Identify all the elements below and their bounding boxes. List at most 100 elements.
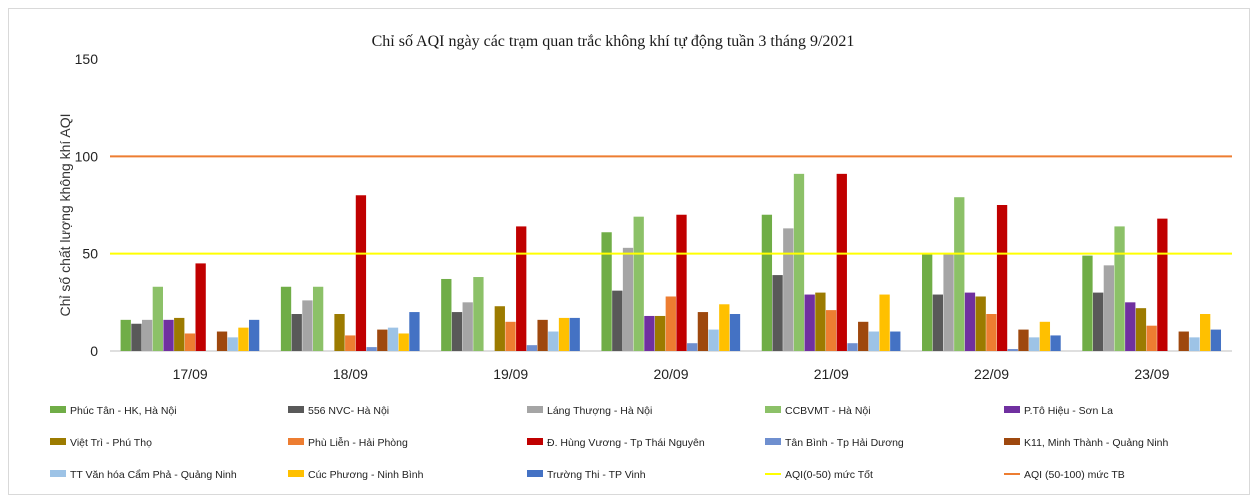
- bar: [964, 292, 976, 351]
- bar: [847, 343, 858, 351]
- bar: [783, 228, 794, 351]
- bar: [227, 337, 238, 351]
- bar: [302, 300, 313, 351]
- bar: [516, 226, 527, 351]
- bar: [644, 315, 655, 351]
- bar: [1039, 321, 1051, 351]
- bar: [141, 319, 153, 351]
- bar: [163, 319, 174, 351]
- bar: [1178, 331, 1189, 351]
- legend-label: Tân Bình - Tp Hải Dương: [785, 437, 904, 449]
- bar: [345, 335, 356, 351]
- bar: [441, 278, 452, 351]
- bar: [131, 323, 142, 351]
- bar: [1007, 349, 1018, 351]
- bar: [815, 292, 826, 351]
- bar: [1082, 255, 1093, 351]
- bar: [1210, 329, 1222, 351]
- bar: [1157, 218, 1168, 351]
- legend-swatch: [50, 470, 66, 477]
- bar: [1103, 265, 1115, 351]
- bar: [825, 310, 837, 351]
- bar: [761, 214, 773, 351]
- legend-label: CCBVMT - Hà Nội: [785, 405, 871, 417]
- bar: [184, 333, 196, 351]
- x-tick-label: 21/09: [814, 366, 849, 382]
- bar: [1114, 226, 1125, 351]
- legend-label: Đ. Hùng Vương - Tp Thái Nguyên: [547, 437, 705, 449]
- legend-swatch: [527, 406, 543, 413]
- bar: [558, 317, 570, 351]
- bar: [1189, 337, 1200, 351]
- bar: [665, 296, 676, 351]
- legend-label: Phù Liễn - Hải Phòng: [308, 436, 408, 449]
- plot-area: 0 50 100 150 17/09 18/09 19/09 20/09 21/09 22/09 2…: [75, 51, 1232, 382]
- legend-label: Cúc Phương - Ninh Bình: [308, 469, 424, 481]
- bar: [409, 312, 420, 351]
- bar: [1200, 314, 1211, 351]
- bar: [622, 247, 634, 351]
- legend-swatch: [765, 438, 781, 445]
- y-tick-label: 150: [75, 51, 99, 67]
- x-tick-label: 18/09: [333, 366, 368, 382]
- bar: [986, 314, 997, 351]
- bar: [569, 317, 580, 351]
- bar: [387, 327, 399, 351]
- legend-swatch: [288, 470, 304, 477]
- bar: [676, 214, 687, 351]
- bar: [836, 173, 847, 351]
- y-tick-label: 100: [75, 148, 99, 164]
- bar: [291, 314, 302, 351]
- bar: [890, 331, 901, 351]
- bar: [697, 312, 709, 351]
- legend-swatch: [50, 438, 66, 445]
- bar: [537, 319, 548, 351]
- bar: [922, 253, 933, 351]
- bar: [152, 286, 163, 351]
- y-tick-label: 50: [82, 246, 98, 262]
- y-tick-label: 0: [90, 343, 98, 359]
- bar: [355, 195, 367, 351]
- chart-title: Chỉ số AQI ngày các trạm quan trắc không…: [372, 33, 855, 50]
- bar: [526, 345, 538, 351]
- bar: [473, 277, 484, 351]
- bar: [548, 331, 559, 351]
- legend-label: AQI (50-100) mức TB: [1024, 469, 1125, 481]
- bar: [729, 314, 741, 351]
- bar: [633, 216, 644, 351]
- bar: [377, 329, 388, 351]
- bar: [494, 306, 505, 351]
- bar: [612, 290, 623, 351]
- bar: [868, 331, 880, 351]
- legend-label: P.Tô Hiệu - Sơn La: [1024, 405, 1113, 417]
- bar: [719, 304, 730, 351]
- bar: [879, 294, 890, 351]
- bar: [398, 333, 409, 351]
- bar: [120, 319, 131, 351]
- bar: [1146, 325, 1157, 351]
- legend-swatch: [527, 470, 543, 477]
- legend-label: Trường Thi - TP Vinh: [547, 469, 646, 481]
- bar: [1050, 335, 1061, 351]
- bar: [334, 314, 345, 351]
- bar: [687, 343, 698, 351]
- bar: [248, 319, 260, 351]
- bar: [312, 286, 324, 351]
- bar: [366, 347, 377, 351]
- bar: [174, 317, 185, 351]
- y-axis-label: Chỉ số chất lượng không khí AQI: [57, 114, 73, 317]
- bar: [1093, 292, 1104, 351]
- bar: [858, 321, 869, 351]
- legend-swatch: [527, 438, 543, 445]
- bar: [451, 312, 463, 351]
- bar: [1018, 329, 1029, 351]
- legend-label: AQI(0-50) mức Tốt: [785, 469, 873, 481]
- legend-swatch: [1004, 406, 1020, 413]
- bar: [462, 302, 473, 351]
- x-tick-label: 19/09: [493, 366, 528, 382]
- bar: [1029, 337, 1040, 351]
- legend-swatch: [288, 438, 304, 445]
- bar: [996, 205, 1008, 351]
- bar: [793, 173, 805, 351]
- bar: [954, 197, 965, 351]
